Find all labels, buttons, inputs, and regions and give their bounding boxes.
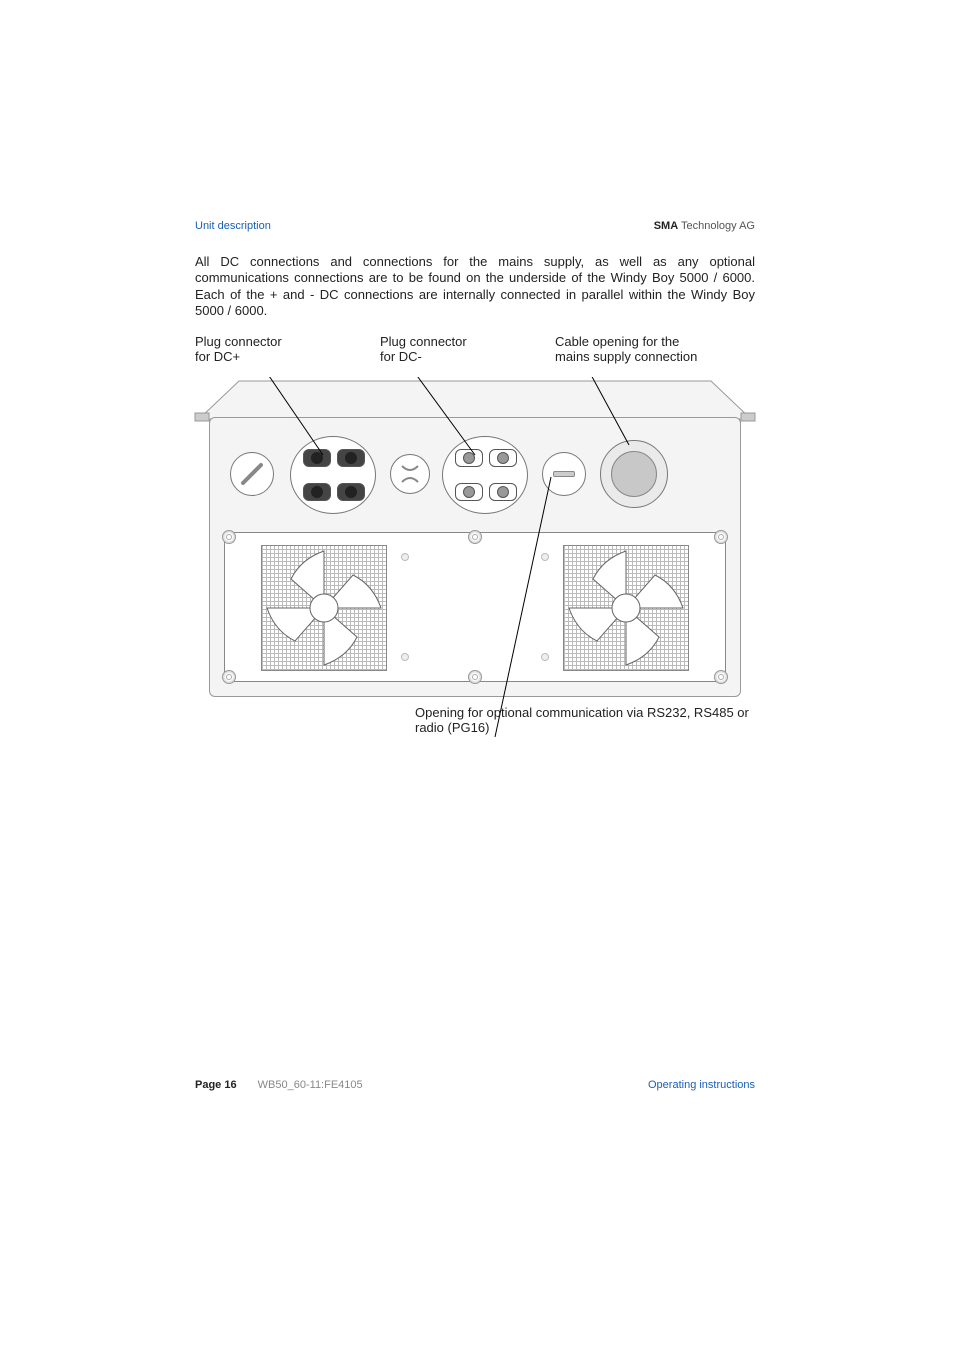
device-body	[209, 417, 741, 697]
page-footer: Page 16 WB50_60-11:FE4105 Operating inst…	[195, 1079, 755, 1091]
fan-panel	[224, 532, 726, 682]
cable-gland	[600, 440, 668, 508]
label-dc-plus: Plug connector for DC+	[195, 335, 335, 365]
top-labels: Plug connector for DC+ Plug connector fo…	[195, 335, 755, 365]
page-number: 16	[224, 1079, 236, 1091]
fan-left	[261, 545, 387, 671]
page-label: Page	[195, 1079, 221, 1091]
connector-row	[228, 436, 722, 516]
device-figure: Plug connector for DC+ Plug connector fo…	[195, 335, 755, 725]
label-mains: Cable opening for the mains supply conne…	[555, 335, 755, 365]
brand-rest: Technology AG	[678, 220, 755, 232]
body-paragraph: All DC connections and connections for t…	[195, 254, 755, 319]
brand: SMA Technology AG	[654, 220, 755, 232]
doc-reference: WB50_60-11:FE4105	[258, 1079, 363, 1091]
footer-left: Page 16 WB50_60-11:FE4105	[195, 1079, 363, 1091]
device-lid	[195, 377, 755, 423]
footer-right: Operating instructions	[648, 1079, 755, 1091]
fan-right	[563, 545, 689, 671]
dc-minus-group	[442, 436, 528, 514]
dc-plus-group	[290, 436, 376, 514]
page-header: Unit description SMA Technology AG	[195, 220, 755, 232]
section-title: Unit description	[195, 220, 271, 232]
comm-opening-circle	[542, 452, 586, 496]
brand-bold: SMA	[654, 220, 678, 232]
mid-vent-circle	[390, 454, 430, 494]
diagnostic-circle	[230, 452, 274, 496]
device-illustration	[195, 377, 755, 707]
label-comm: Opening for optional communication via R…	[415, 705, 755, 736]
label-dc-minus: Plug connector for DC-	[380, 335, 520, 365]
